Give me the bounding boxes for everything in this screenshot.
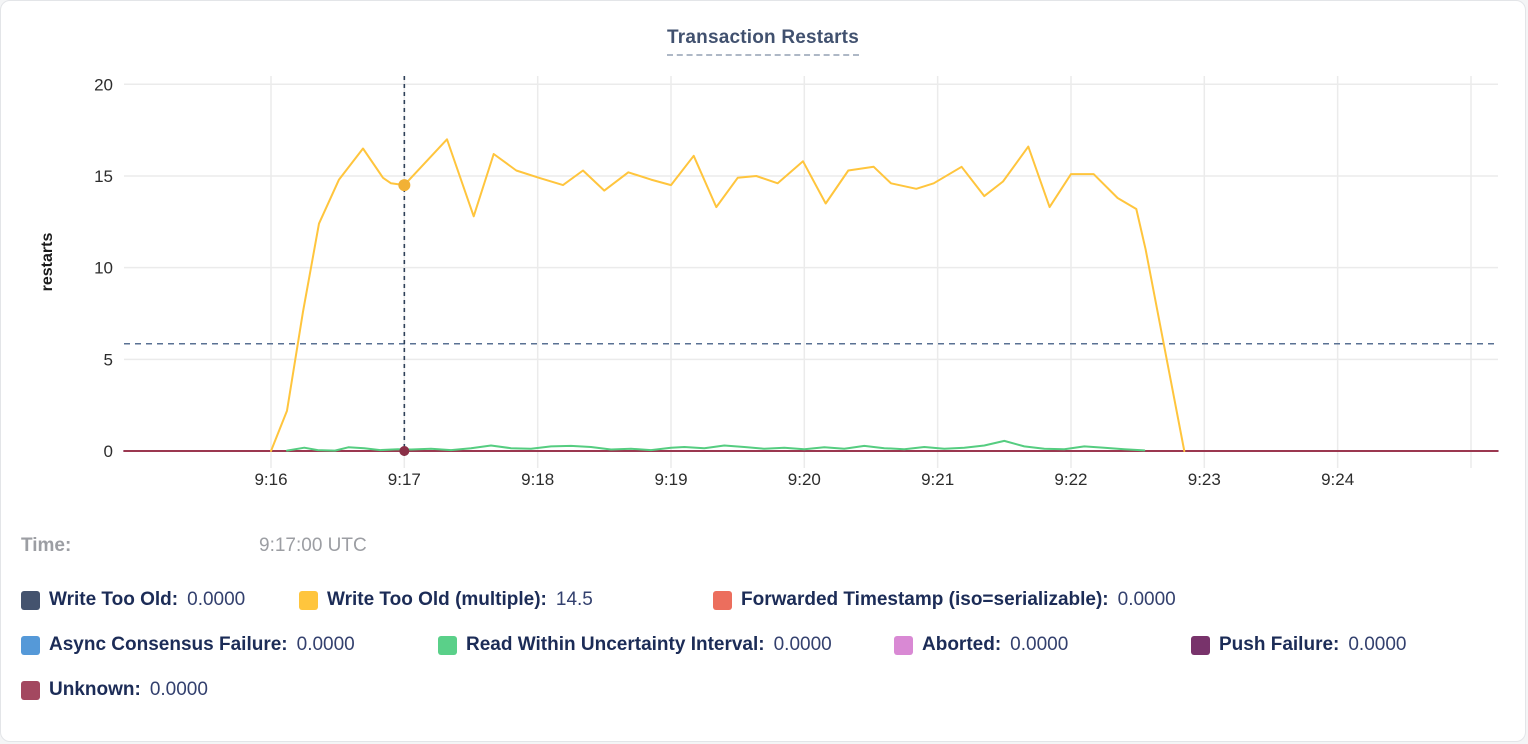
legend-row-2: Async Consensus Failure: 0.0000 Read Wit… (21, 634, 1406, 656)
chart-title[interactable]: Transaction Restarts (667, 27, 859, 56)
legend-label: Read Within Uncertainty Interval: (466, 634, 765, 655)
legend-value: 0.0000 (296, 634, 355, 655)
y-tick-label: 5 (104, 350, 113, 369)
chart-header: Transaction Restarts (1, 27, 1525, 56)
legend-value: 14.5 (555, 589, 593, 610)
legend-label: Unknown: (49, 679, 141, 700)
legend-label: Aborted: (922, 634, 1002, 655)
x-tick-label: 9:18 (521, 470, 554, 489)
legend-item-read-within-uncertainty: Read Within Uncertainty Interval: 0.0000 (438, 634, 894, 656)
legend-swatch (1191, 635, 1210, 655)
chart-canvas[interactable]: 0 5 10 15 20 9:16 9:17 9:18 9:19 9:20 9:21 9:22 9:23… (1, 1, 1526, 506)
x-tick-label: 9:21 (921, 470, 954, 489)
hover-point (399, 446, 410, 456)
legend-item-forwarded-timestamp: Forwarded Timestamp (iso=serializable): … (713, 589, 1176, 611)
y-tick-label: 20 (94, 75, 113, 94)
legend-label: Write Too Old (multiple): (327, 589, 547, 610)
legend-row-3: Unknown: 0.0000 (21, 679, 208, 701)
legend-value: 0.0000 (149, 679, 208, 700)
legend-swatch (21, 590, 40, 610)
legend-value: 0.0000 (1117, 589, 1176, 610)
legend-label: Push Failure: (1219, 634, 1340, 655)
x-tick-label: 9:17 (388, 470, 421, 489)
legend-value: 0.0000 (773, 634, 832, 655)
legend-swatch (299, 590, 318, 610)
legend-label: Async Consensus Failure: (49, 634, 288, 655)
time-value: 9:17:00 UTC (259, 535, 367, 556)
legend-item-push-failure: Push Failure: 0.0000 (1191, 634, 1406, 656)
x-tick-label: 9:22 (1054, 470, 1087, 489)
x-tick-label: 9:19 (654, 470, 687, 489)
legend-item-async-consensus-failure: Async Consensus Failure: 0.0000 (21, 634, 438, 656)
x-tick-label: 9:23 (1188, 470, 1221, 489)
legend-value: 0.0000 (1348, 634, 1407, 655)
legend-label: Forwarded Timestamp (iso=serializable): (741, 589, 1109, 610)
legend-item-write-too-old: Write Too Old: 0.0000 (21, 589, 299, 611)
legend-swatch (438, 635, 457, 655)
hover-time-row: Time: 9:17:00 UTC (1, 535, 1525, 561)
legend-swatch (21, 635, 40, 655)
y-tick-label: 0 (104, 442, 113, 461)
series-line-write-too-old-multiple- (270, 138, 1186, 452)
x-tick-label: 9:20 (788, 470, 821, 489)
legend-swatch (21, 680, 40, 700)
time-label: Time: (21, 535, 72, 556)
legend-item-aborted: Aborted: 0.0000 (894, 634, 1191, 656)
legend-swatch (713, 590, 732, 610)
y-axis-label: restarts (39, 232, 56, 292)
legend-label: Write Too Old: (49, 589, 179, 610)
y-tick-label: 10 (94, 259, 113, 278)
y-tick-label: 15 (94, 167, 113, 186)
legend-value: 0.0000 (1010, 634, 1069, 655)
x-tick-label: 9:16 (254, 470, 287, 489)
hover-point (398, 179, 411, 192)
legend-row-1: Write Too Old: 0.0000 Write Too Old (mul… (21, 589, 1176, 611)
legend-swatch (894, 635, 913, 655)
legend-item-write-too-old-multiple: Write Too Old (multiple): 14.5 (299, 589, 713, 611)
legend-value: 0.0000 (187, 589, 246, 610)
series-line-read-within-uncertainty-interval (286, 439, 1146, 452)
x-tick-label: 9:24 (1321, 470, 1354, 489)
legend-item-unknown: Unknown: 0.0000 (21, 679, 208, 701)
